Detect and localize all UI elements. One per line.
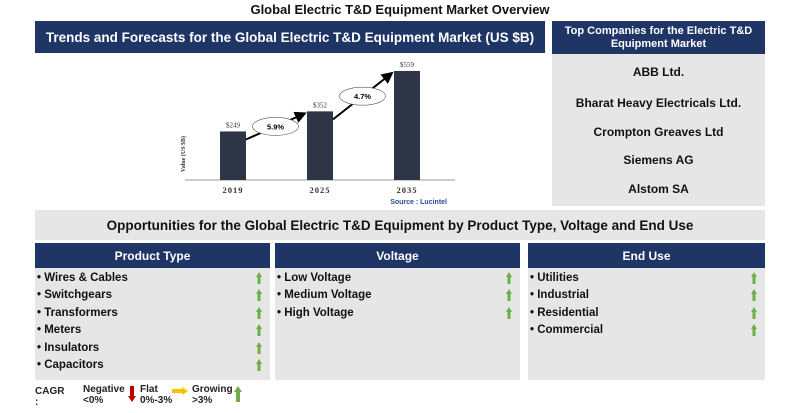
list-item: • Utilities [530,272,579,284]
arrow-up-icon [256,324,262,337]
arrow-right-icon [172,387,188,395]
list-item: • Industrial [530,289,589,302]
x-tick-label: 2035 [397,185,418,195]
company-item: Crompton Greaves Ltd [593,125,724,139]
legend-negative-range: <0% [83,395,104,406]
arrow-up-icon [506,306,512,319]
list-item: • Transformers [37,306,118,319]
companies-header: Top Companies for the Electric T&D Equip… [552,21,765,54]
end-use-list: • Utilities • Industrial • Residential • Co… [528,268,765,380]
list-item: • Switchgears [37,289,112,302]
list-item: • Capacitors [37,359,104,371]
page-title: Global Electric T&D Equipment Market Ove… [250,2,550,17]
voltage-header: Voltage [275,243,520,268]
company-item: Siemens AG [623,153,694,167]
list-item: • High Voltage [277,306,354,319]
arrow-up-icon [256,289,262,302]
data-label: $559 [400,61,415,69]
product-type-list: • Wires & Cables • Switchgears • Transform… [35,268,270,380]
source-label: Source : Lucintel [390,199,447,206]
arrow-down-icon [128,386,136,402]
arrow-up-icon [256,341,262,354]
cagr-label: 5.9% [267,122,284,131]
list-item: • Insulators [37,341,100,354]
arrow-up-icon [751,272,757,284]
companies-list: ABB Ltd. Bharat Heavy Electricals Ltd. C… [552,54,765,206]
arrow-up-icon [506,272,512,284]
arrow-up-icon [751,306,757,319]
data-label: $352 [313,101,328,109]
arrow-up-icon [234,386,242,402]
arrow-up-icon [751,324,757,337]
list-item: • Medium Voltage [277,289,372,302]
legend-growing-label: Growing [192,384,233,395]
bar-chart: Value (US $B) $249 2019 $352 2025 $559 2035 5.… [180,61,455,206]
company-item: ABB Ltd. [632,65,685,79]
list-item: • Residential [530,306,599,319]
company-item: Bharat Heavy Electricals Ltd. [575,96,742,110]
bar-2025 [307,111,333,180]
list-item: • Meters [37,324,82,337]
legend-growing: Growing >3% [192,384,233,406]
legend-flat-range: 0%-3% [140,395,173,406]
legend-flat: Flat 0%-3% [140,384,172,406]
x-tick-label: 2025 [310,185,331,195]
product-type-header: Product Type [35,243,270,268]
company-item: Alstom SA [628,182,689,196]
arrow-up-icon [256,272,262,284]
end-use-header: End Use [528,243,765,268]
legend-growing-range: >3% [192,395,213,406]
cagr-bubble [339,86,386,106]
legend-negative: Negative <0% [83,384,125,406]
arrow-up-icon [256,306,262,319]
data-label: $249 [226,121,241,129]
arrow-up-icon [256,359,262,371]
arrow-up-icon [506,289,512,302]
list-item: • Commercial [530,324,604,337]
list-item: • Wires & Cables [37,272,128,284]
voltage-list: • Low Voltage • Medium Voltage • High Volt… [275,268,520,380]
legend-flat-label: Flat [140,384,158,395]
y-axis-label: Value (US $B) [180,136,187,172]
cagr-label: 4.7% [354,92,371,101]
chart-header: Trends and Forecasts for the Global Elec… [35,21,545,53]
bar-2035 [394,70,420,180]
legend-negative-label: Negative [83,384,125,395]
arrow-up-icon [751,289,757,302]
bar-2019 [220,131,246,180]
x-tick-label: 2019 [223,185,244,195]
opportunities-header: Opportunities for the Global Electric T&… [35,210,765,240]
cagr-bubble [252,117,299,136]
list-item: • Low Voltage [277,272,352,284]
legend-label: CAGR : [35,386,65,408]
